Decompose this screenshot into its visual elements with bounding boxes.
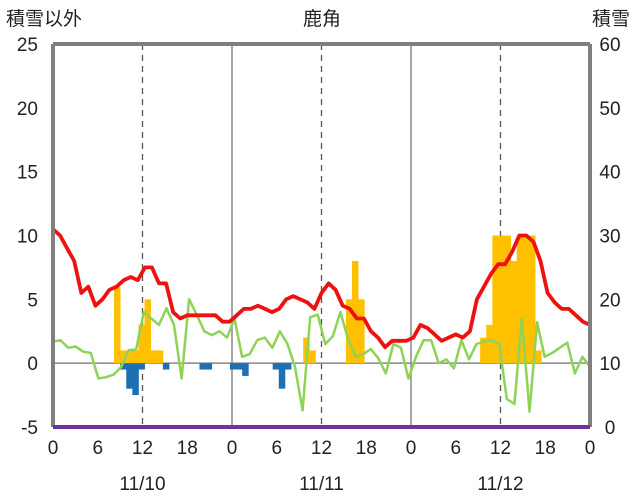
precip-bar-48 — [345, 299, 353, 364]
date-label-1: 11/11 — [299, 474, 344, 495]
left-tick-1: 0 — [27, 354, 38, 375]
x-tick-6: 12 — [311, 438, 332, 459]
precip-bar-77 — [522, 235, 530, 364]
x-tick-11: 18 — [535, 438, 556, 459]
negative-bar-38 — [284, 363, 292, 370]
right-axis-label: 積雪 — [592, 8, 630, 30]
right-tick-1: 10 — [599, 354, 620, 375]
negative-bar-37 — [278, 363, 286, 389]
negative-bar-25 — [205, 363, 213, 370]
x-tick-12: 0 — [585, 438, 596, 459]
x-tick-2: 12 — [132, 438, 153, 459]
x-tick-10: 12 — [490, 438, 511, 459]
date-label-0: 11/10 — [119, 474, 165, 495]
left-tick-2: 5 — [27, 290, 38, 311]
precip-bar-16 — [150, 350, 158, 364]
x-tick-5: 6 — [271, 438, 282, 459]
chart-title: 鹿角 — [303, 8, 341, 30]
x-tick-7: 18 — [356, 438, 377, 459]
x-tick-3: 18 — [177, 438, 198, 459]
precip-bar-11 — [120, 350, 127, 364]
precip-bar-13 — [132, 350, 139, 364]
line-layer — [51, 227, 592, 413]
negative-bar-11 — [120, 363, 127, 370]
left-tick-3: 10 — [17, 227, 38, 248]
left-tick-0: -5 — [21, 418, 38, 439]
bar-layer — [114, 235, 542, 396]
precip-bar-10 — [114, 286, 121, 364]
temperature-line — [52, 298, 592, 413]
negative-bar-13 — [132, 363, 139, 396]
precip-bar-73 — [498, 235, 505, 364]
negative-bar-12 — [126, 363, 133, 389]
negative-bar-30 — [236, 363, 243, 370]
negative-bar-18 — [162, 363, 170, 370]
right-tick-4: 40 — [599, 163, 620, 184]
precip-bar-74 — [504, 235, 512, 364]
date-label-2: 11/12 — [477, 474, 523, 495]
x-tick-4: 0 — [227, 438, 238, 459]
right-tick-5: 50 — [599, 99, 620, 120]
snow-depth-line — [51, 227, 591, 350]
precip-bar-42 — [309, 350, 316, 364]
precip-bar-12 — [126, 350, 133, 364]
right-tick-2: 20 — [599, 290, 620, 311]
left-tick-5: 20 — [17, 99, 38, 120]
precip-bar-78 — [528, 235, 536, 364]
precip-bar-70 — [480, 337, 487, 364]
x-tick-9: 6 — [450, 438, 461, 459]
precip-bar-49 — [352, 261, 359, 364]
precip-bar-72 — [492, 235, 499, 364]
negative-bar-29 — [229, 363, 237, 370]
precip-bar-17 — [156, 350, 164, 364]
negative-bar-24 — [199, 363, 206, 370]
precip-bar-76 — [516, 235, 524, 364]
plot-frame — [51, 42, 592, 429]
right-tick-0: 0 — [605, 418, 616, 439]
left-axis-label: 積雪以外 — [6, 8, 82, 30]
precip-bar-15 — [144, 299, 152, 364]
precip-bar-75 — [510, 261, 518, 364]
right-tick-3: 30 — [599, 227, 620, 248]
negative-bar-36 — [272, 363, 280, 370]
negative-bar-14 — [138, 363, 145, 370]
precip-bar-50 — [358, 299, 365, 364]
x-tick-8: 0 — [406, 438, 417, 459]
x-tick-1: 6 — [92, 438, 103, 459]
precip-bar-79 — [535, 350, 542, 364]
precip-bar-14 — [138, 324, 145, 364]
x-tick-0: 0 — [48, 438, 59, 459]
precip-bar-71 — [486, 324, 493, 364]
left-tick-6: 25 — [17, 35, 38, 56]
negative-bar-31 — [242, 363, 249, 376]
left-tick-4: 15 — [17, 163, 38, 184]
right-tick-6: 60 — [599, 35, 620, 56]
